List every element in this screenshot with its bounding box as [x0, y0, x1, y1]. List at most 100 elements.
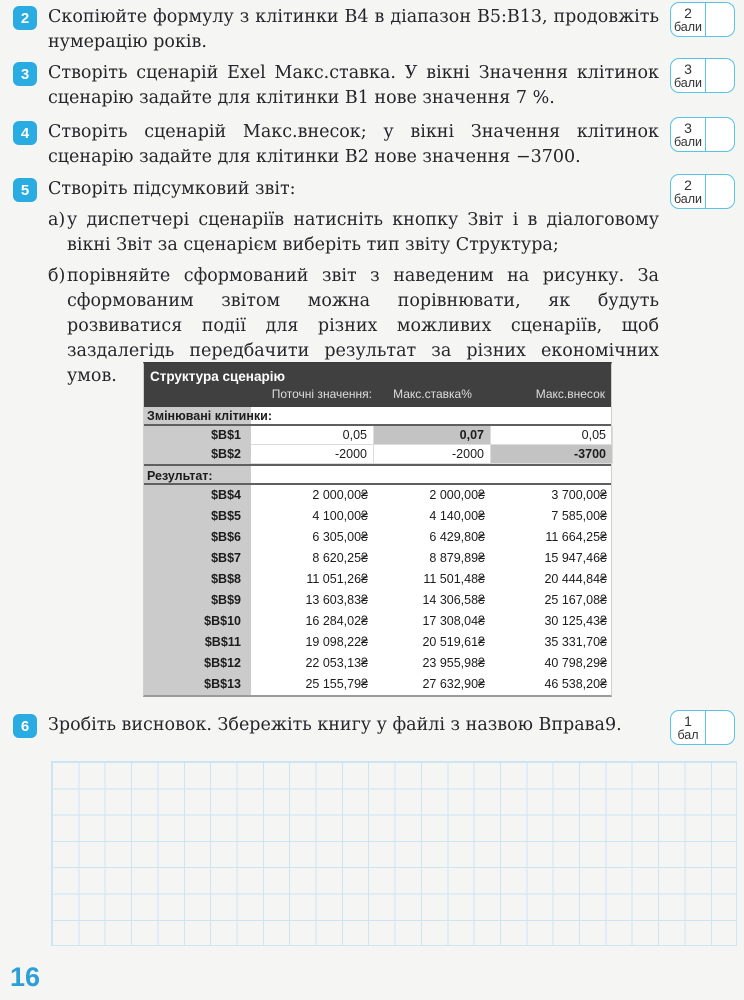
- subitem-b-text: порівняйте сформований звіт з наведеним …: [67, 266, 659, 386]
- report-cell: 15 947,46₴: [544, 551, 607, 565]
- task-6-mark-cell: [706, 711, 734, 744]
- task-4-number: 4: [13, 121, 37, 145]
- report-row: $B$4 2 000,00₴ 2 000,00₴ 3 700,00₴: [144, 485, 611, 506]
- report-cell: 14 306,58₴: [422, 593, 485, 607]
- report-cell: 40 798,29₴: [544, 656, 607, 670]
- task-5: 5 Створіть підсумковий звіт: а) у диспет…: [13, 174, 735, 389]
- task-4-score: 3 бали: [671, 118, 706, 151]
- report-cell: 11 664,25₴: [545, 530, 607, 544]
- report-row-label: $B$5: [144, 506, 251, 527]
- report-cell: -3700: [491, 445, 613, 464]
- report-cell: 17 308,04₴: [422, 614, 485, 628]
- report-row-label: $B$2: [144, 445, 251, 464]
- report-row: $B$6 6 305,00₴ 6 429,80₴ 11 664,25₴: [144, 527, 611, 548]
- report-cell: 4 100,00₴: [312, 509, 368, 523]
- writing-grid: [51, 761, 737, 946]
- report-cell: 20 519,61₴: [422, 635, 485, 649]
- task-4-text: Створіть сценарій Макс.внесок; у вікні З…: [48, 122, 659, 167]
- report-cell: 3 700,00₴: [551, 488, 607, 502]
- report-cell: 16 284,02₴: [305, 614, 368, 628]
- task-2-score-badge: 2 бали: [670, 2, 735, 37]
- task-2-score: 2 бали: [671, 3, 706, 36]
- report-cell: 11 501,48₴: [423, 572, 485, 586]
- report-cell: 13 603,83₴: [305, 593, 368, 607]
- subitem-a-text: у диспетчері сценаріїв натисніть кнопку …: [67, 210, 659, 255]
- report-cell: 20 444,84₴: [544, 572, 607, 586]
- report-cell: 6 429,80₴: [429, 530, 485, 544]
- report-row-label: $B$10: [144, 611, 251, 632]
- col-current-values: Поточні значення:: [271, 387, 372, 401]
- report-cell: 8 879,89₴: [429, 551, 485, 565]
- task-5-subitem-b: б) порівняйте сформований звіт з наведен…: [48, 264, 659, 389]
- report-row-label: $B$4: [144, 485, 251, 506]
- report-row-label: $B$8: [144, 569, 251, 590]
- task-5-score-badge: 2 бали: [670, 174, 735, 209]
- report-row-label: $B$7: [144, 548, 251, 569]
- task-6-text: Зробіть висновок. Збережіть книгу у файл…: [48, 715, 622, 735]
- task-5-text: Створіть підсумковий звіт:: [48, 179, 296, 199]
- report-cell: 30 125,43₴: [544, 614, 607, 628]
- report-cell: 25 155,79₴: [305, 677, 368, 691]
- report-row-label: $B$6: [144, 527, 251, 548]
- report-cell: 2 000,00₴: [312, 488, 368, 502]
- report-cell: 27 632,90₴: [422, 677, 485, 691]
- report-cell: 4 140,00₴: [429, 509, 485, 523]
- report-row: $B$7 8 620,25₴ 8 879,89₴ 15 947,46₴: [144, 548, 611, 569]
- report-column-headers: Поточні значення: Макс.ставка% Макс.внес…: [144, 387, 611, 405]
- report-cell: -2000: [251, 445, 374, 464]
- report-row: $B$5 4 100,00₴ 4 140,00₴ 7 585,00₴: [144, 506, 611, 527]
- report-title: Структура сценарію: [150, 369, 285, 384]
- task-2: 2 Скопіюйте формулу з клітинки B4 в діап…: [13, 2, 735, 55]
- task-3-mark-cell: [706, 59, 734, 92]
- report-row-label: $B$11: [144, 632, 251, 653]
- report-cell: 0,05: [491, 426, 613, 445]
- report-cell: 11 051,26₴: [306, 572, 368, 586]
- report-cell: 0,07: [374, 426, 491, 445]
- report-cell: 7 585,00₴: [551, 509, 607, 523]
- report-row: $B$2 -2000 -2000 -3700: [144, 445, 613, 464]
- report-cell: 0,05: [251, 426, 374, 445]
- report-row: $B$13 25 155,79₴ 27 632,90₴ 46 538,20₴: [144, 674, 611, 695]
- report-row-label: $B$9: [144, 590, 251, 611]
- report-cell: 19 098,22₴: [305, 635, 368, 649]
- report-row-label: $B$12: [144, 653, 251, 674]
- task-4: 4 Створіть сценарій Макс.внесок; у вікні…: [13, 117, 735, 170]
- report-row: $B$9 13 603,83₴ 14 306,58₴ 25 167,08₴: [144, 590, 611, 611]
- report-row-label: $B$1: [144, 426, 251, 445]
- report-cell: 23 955,98₴: [422, 656, 485, 670]
- report-cell: 35 331,70₴: [544, 635, 607, 649]
- task-3: 3 Створіть сценарій Exel Макс.ставка. У …: [13, 58, 735, 111]
- section-changing-cells: Змінювані клітинки:: [144, 407, 611, 426]
- report-cell: -2000: [374, 445, 491, 464]
- report-row: $B$11 19 098,22₴ 20 519,61₴ 35 331,70₴: [144, 632, 611, 653]
- task-3-number: 3: [13, 62, 37, 86]
- subitem-b-marker: б): [48, 266, 66, 286]
- report-cell: 22 053,13₴: [305, 656, 368, 670]
- task-2-mark-cell: [706, 3, 734, 36]
- report-row-label: $B$13: [144, 674, 251, 695]
- task-4-score-badge: 3 бали: [670, 117, 735, 152]
- col-max-deposit: Макс.внесок: [535, 387, 605, 401]
- task-5-score: 2 бали: [671, 175, 706, 208]
- report-row: $B$1 0,05 0,07 0,05: [144, 426, 613, 445]
- task-6-number: 6: [13, 714, 37, 738]
- task-5-mark-cell: [706, 175, 734, 208]
- report-row: $B$8 11 051,26₴ 11 501,48₴ 20 444,84₴: [144, 569, 611, 590]
- report-result-rows: $B$4 2 000,00₴ 2 000,00₴ 3 700,00₴ $B$5 4 100…: [144, 485, 611, 695]
- task-3-text: Створіть сценарій Exel Макс.ставка. У ві…: [48, 63, 659, 108]
- task-5-number: 5: [13, 178, 37, 202]
- col-max-rate: Макс.ставка%: [393, 387, 472, 401]
- page-number: 16: [10, 962, 41, 992]
- report-row: $B$12 22 053,13₴ 23 955,98₴ 40 798,29₴: [144, 653, 611, 674]
- subitem-a-marker: а): [48, 210, 66, 230]
- report-cell: 8 620,25₴: [312, 551, 368, 565]
- task-6-score: 1 бал: [671, 711, 706, 744]
- report-cell: 46 538,20₴: [544, 677, 607, 691]
- report-cell: 2 000,00₴: [429, 488, 485, 502]
- task-6: 6 Зробіть висновок. Збережіть книгу у фа…: [13, 710, 735, 745]
- report-cell: 6 305,00₴: [312, 530, 368, 544]
- scenario-report-table: Структура сценарію Поточні значення: Мак…: [143, 362, 613, 697]
- report-row: $B$10 16 284,02₴ 17 308,04₴ 30 125,43₴: [144, 611, 611, 632]
- section-result: Результат:: [144, 464, 611, 485]
